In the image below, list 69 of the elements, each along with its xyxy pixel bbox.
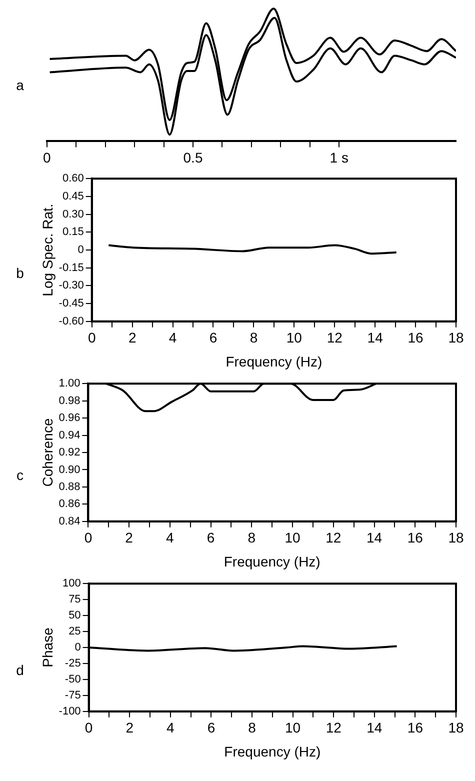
y-axis-title: Log Spec. Rat. [39, 204, 56, 296]
x-tick-label: 16 [407, 530, 424, 546]
x-tick-label: 2 [125, 530, 134, 546]
text: a [16, 77, 24, 93]
y-tick-label: 0.94 [58, 429, 80, 442]
text: c [16, 467, 24, 483]
x-tick-label: 1 s [330, 149, 348, 166]
y-tick-label: -0.45 [58, 298, 84, 310]
y-tick-label: -0.30 [58, 280, 84, 292]
x-tick-label: 4 [166, 530, 174, 546]
y-tick-label: 0.60 [62, 172, 84, 185]
y-tick-label: 0 [78, 244, 84, 256]
text: b [16, 264, 24, 280]
x-tick-label: 14 [367, 330, 384, 346]
x-tick-label: 4 [168, 330, 177, 346]
x-tick-label: 18 [448, 530, 464, 546]
y-tick-label: 0.88 [58, 480, 80, 493]
y-tick-label: 0.84 [58, 515, 80, 528]
y-tick-label: 0.86 [58, 498, 80, 510]
x-tick-label: 0 [42, 149, 51, 166]
y-tick-label: 25 [68, 626, 81, 638]
y-tick-label: 0.90 [58, 464, 80, 476]
x-tick-label: 10 [285, 720, 301, 736]
y-tick-label: 0.92 [58, 446, 80, 459]
y-tick-label: 0.15 [62, 226, 84, 238]
line-series [108, 244, 398, 255]
x-tick-label: 6 [209, 330, 218, 346]
x-tick-label: 10 [286, 330, 302, 346]
y-tick-label: 0.96 [58, 412, 80, 424]
y-tick-label: -50 [64, 673, 81, 686]
x-axis-title: Frequency (Hz) [224, 743, 321, 760]
x-tick-label: 0 [88, 330, 96, 346]
x-tick-label: 6 [207, 720, 216, 736]
x-tick-label: 14 [366, 720, 382, 736]
text: d [16, 662, 24, 678]
y-tick-label: -0.60 [58, 315, 84, 328]
y-tick-label: 0 [74, 642, 81, 654]
y-tick-label: -0.15 [58, 262, 84, 274]
x-tick-label: 18 [448, 720, 464, 736]
x-tick-label: 16 [408, 330, 424, 346]
y-tick-label: 0.98 [58, 394, 80, 407]
y-tick-label: 50 [68, 610, 81, 622]
y-tick-label: 100 [62, 578, 81, 590]
y-tick-label: -100 [58, 705, 81, 718]
x-tick-label: 18 [448, 330, 464, 346]
y-tick-label: -75 [64, 689, 81, 702]
x-tick-label: 12 [326, 330, 343, 346]
y-axis-title: Coherence [39, 418, 56, 487]
x-axis-title: Frequency (Hz) [226, 353, 322, 370]
y-tick-label: 75 [68, 594, 81, 606]
x-tick-label: 12 [326, 720, 342, 736]
x-tick-label: 0.5 [183, 149, 203, 166]
x-tick-label: 8 [248, 530, 256, 546]
y-tick-label: 0.30 [62, 208, 84, 220]
x-tick-label: 8 [250, 330, 258, 346]
x-tick-label: 4 [166, 720, 175, 736]
y-tick-label: 1.00 [58, 378, 80, 390]
x-tick-label: 10 [284, 530, 301, 546]
x-tick-label: 2 [126, 720, 134, 736]
y-axis-title: Phase [39, 627, 56, 668]
x-tick-label: 6 [206, 530, 215, 546]
x-tick-label: 14 [366, 530, 382, 546]
y-tick-label: 0.45 [62, 190, 84, 202]
x-tick-label: 2 [128, 330, 136, 346]
x-tick-label: 8 [248, 720, 256, 736]
y-tick-label: -25 [64, 658, 81, 670]
x-tick-label: 16 [407, 720, 424, 736]
x-axis-title: Frequency (Hz) [224, 553, 320, 570]
x-tick-label: 12 [326, 530, 342, 546]
